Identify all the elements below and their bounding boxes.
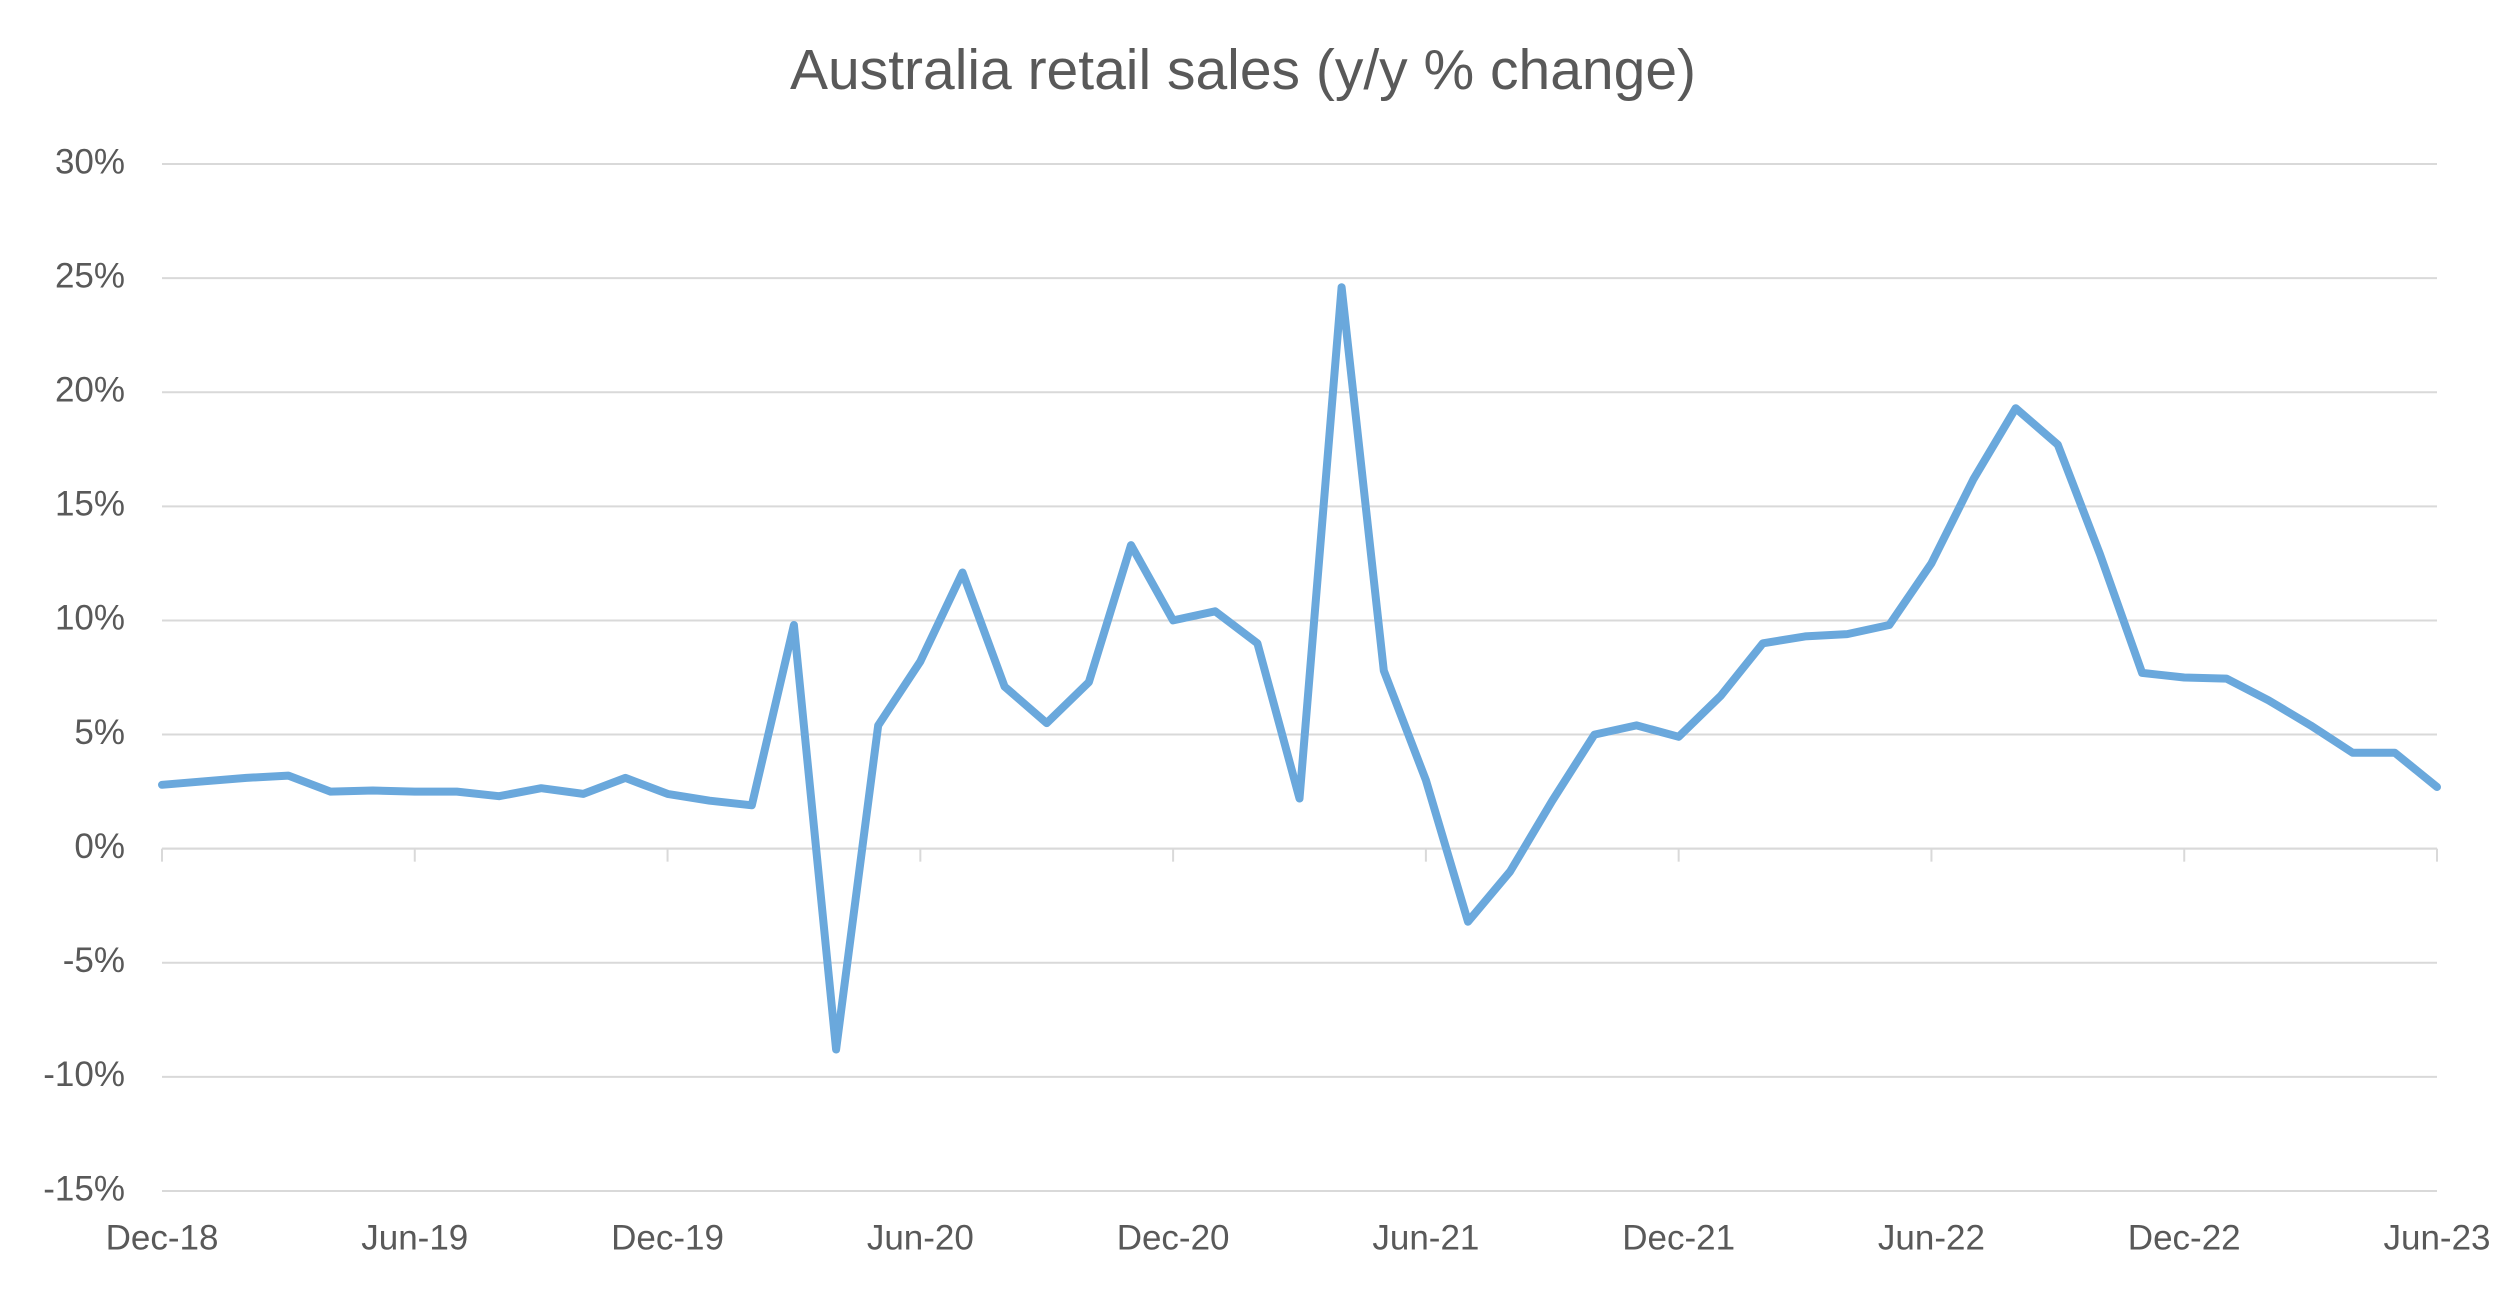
data-line xyxy=(158,283,2441,1054)
y-tick-label: 0% xyxy=(74,827,125,866)
x-tick-label: Jun-22 xyxy=(1878,1218,1985,1257)
y-tick-label: 5% xyxy=(74,713,125,752)
y-tick-label: 20% xyxy=(55,370,125,409)
x-tick-label: Dec-22 xyxy=(2128,1218,2241,1257)
x-tick-label: Dec-18 xyxy=(106,1218,219,1257)
x-tick-label: Jun-20 xyxy=(867,1218,974,1257)
x-tick-label: Jun-19 xyxy=(361,1218,468,1257)
x-tick-label: Dec-19 xyxy=(611,1218,724,1257)
y-tick-label: -10% xyxy=(43,1055,125,1094)
y-tick-label: -15% xyxy=(43,1169,125,1208)
chart-title: Australia retail sales (y/y % change) xyxy=(790,38,1696,102)
x-tick-label: Jun-23 xyxy=(2383,1218,2490,1257)
y-tick-label: 10% xyxy=(55,599,125,638)
x-tick-label: Dec-21 xyxy=(1622,1218,1735,1257)
x-tick-label: Dec-20 xyxy=(1117,1218,1230,1257)
y-tick-label: 25% xyxy=(55,256,125,295)
y-tick-label: -5% xyxy=(63,941,125,980)
y-tick-label: 30% xyxy=(55,142,125,181)
x-tick-label: Jun-21 xyxy=(1372,1218,1479,1257)
y-tick-label: 15% xyxy=(55,485,125,524)
